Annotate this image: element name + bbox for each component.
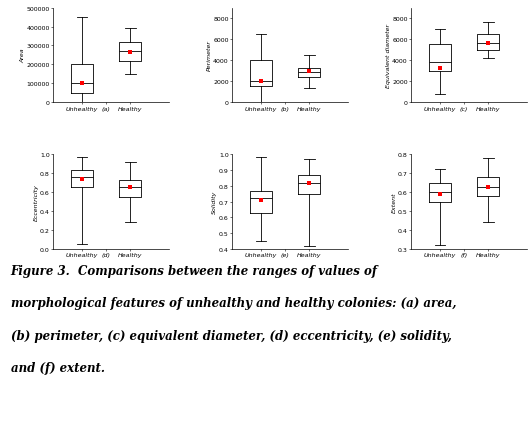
Y-axis label: Extent: Extent xyxy=(392,192,396,212)
Text: morphological features of unhealthy and healthy colonies: (a) area,: morphological features of unhealthy and … xyxy=(11,297,456,310)
Text: (b) perimeter, (c) equivalent diameter, (d) eccentricity, (e) solidity,: (b) perimeter, (c) equivalent diameter, … xyxy=(11,329,452,342)
Text: and (f) extent.: and (f) extent. xyxy=(11,361,105,374)
Y-axis label: Eccentricity: Eccentricity xyxy=(34,184,38,221)
Text: Figure 3.  Comparisons between the ranges of values of: Figure 3. Comparisons between the ranges… xyxy=(11,264,378,277)
Y-axis label: Area: Area xyxy=(20,49,25,63)
Y-axis label: Perimeter: Perimeter xyxy=(207,40,212,71)
Y-axis label: Solidity: Solidity xyxy=(212,190,218,214)
Y-axis label: Equivalent diameter: Equivalent diameter xyxy=(386,24,390,88)
